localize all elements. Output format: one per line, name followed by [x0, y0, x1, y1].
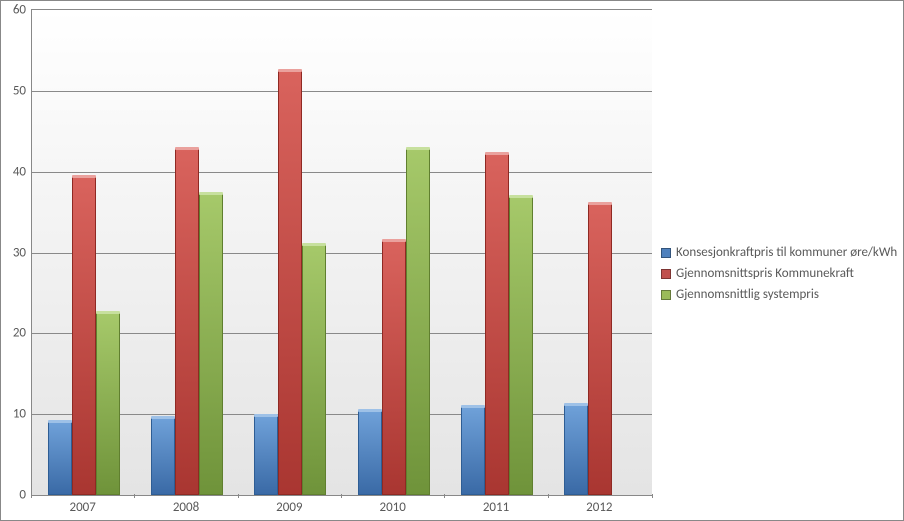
- bar: [72, 176, 96, 495]
- legend-item: Gjennomsnittlig systempris: [661, 287, 897, 302]
- bar: [96, 312, 120, 495]
- bar: [564, 404, 588, 495]
- x-tick-label: 2007: [69, 500, 95, 515]
- x-tick: [444, 494, 548, 498]
- x-tick: [548, 494, 653, 498]
- bar: [588, 203, 612, 495]
- legend-item: Konsesjonkraftpris til kommuner øre/kWh: [661, 245, 897, 260]
- y-tick-label: 30: [13, 245, 32, 260]
- y-tick-label: 40: [13, 164, 32, 179]
- x-tick: [31, 494, 135, 498]
- x-tick-label: 2009: [276, 500, 302, 515]
- bar: [406, 148, 430, 495]
- x-tick: [134, 494, 238, 498]
- bar: [48, 421, 72, 495]
- bar-group: [239, 10, 342, 495]
- x-tick: [238, 494, 342, 498]
- bar-group: [549, 10, 652, 495]
- bar: [199, 193, 223, 495]
- y-tick-label: 60: [13, 3, 32, 18]
- bar: [278, 70, 302, 495]
- y-tick-label: 20: [13, 326, 32, 341]
- x-tick-label: 2012: [586, 500, 612, 515]
- bar: [485, 153, 509, 495]
- x-tick-label: 2008: [173, 500, 199, 515]
- legend-label: Konsesjonkraftpris til kommuner øre/kWh: [676, 245, 897, 260]
- y-tick-label: 10: [13, 407, 32, 422]
- bar: [151, 417, 175, 495]
- bar: [509, 196, 533, 495]
- legend-label: Gjennomsnittlig systempris: [676, 287, 819, 302]
- bar: [302, 244, 326, 495]
- x-tick-label: 2011: [483, 500, 509, 515]
- x-tick: [341, 494, 445, 498]
- bar-group: [445, 10, 548, 495]
- x-tick-label: 2010: [379, 500, 405, 515]
- bar: [382, 240, 406, 495]
- plot-area: 0102030405060: [31, 9, 652, 496]
- bar-group: [135, 10, 238, 495]
- bar: [175, 148, 199, 495]
- bar-group: [342, 10, 445, 495]
- legend-swatch-red-icon: [661, 269, 671, 279]
- legend-swatch-blue-icon: [661, 248, 671, 258]
- bar: [254, 415, 278, 495]
- legend-label: Gjennomsnittspris Kommunekraft: [676, 266, 854, 281]
- chart-container: 0102030405060 200720082009201020112012 K…: [0, 0, 904, 521]
- bar: [358, 410, 382, 495]
- bar-group: [32, 10, 135, 495]
- y-tick-label: 50: [13, 83, 32, 98]
- bar: [461, 406, 485, 495]
- legend-swatch-green-icon: [661, 290, 671, 300]
- legend: Konsesjonkraftpris til kommuner øre/kWh …: [661, 239, 897, 308]
- legend-item: Gjennomsnittspris Kommunekraft: [661, 266, 897, 281]
